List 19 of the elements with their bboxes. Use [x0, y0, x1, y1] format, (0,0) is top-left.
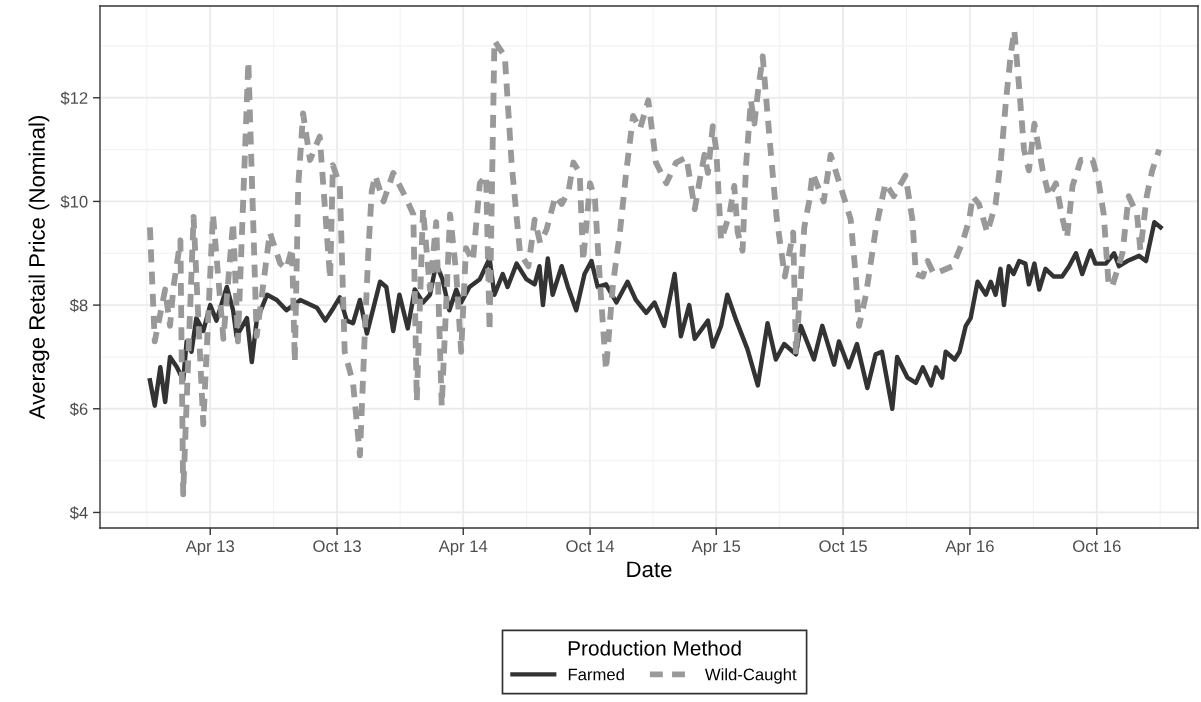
- y-tick-label: $4: [69, 506, 88, 520]
- legend-label: Farmed: [568, 668, 624, 681]
- y-tick-label: $6: [69, 402, 88, 416]
- x-tick-label: Apr 16: [945, 540, 994, 556]
- x-tick-label: Apr 15: [691, 540, 741, 556]
- y-axis-title: Average Retail Price (Nominal): [28, 116, 50, 420]
- legend-label: Wild-Caught: [704, 668, 797, 684]
- y-tick-label: $10: [60, 195, 88, 209]
- x-tick-label: Oct 14: [566, 540, 615, 553]
- x-tick-label: Oct 13: [313, 540, 361, 553]
- y-tick-label: $12: [60, 91, 88, 105]
- x-tick-label: Apr 14: [438, 540, 488, 556]
- x-tick-label: Apr 13: [185, 540, 235, 556]
- line-series: [147, 219, 1163, 411]
- x-tick-label: Oct 16: [1073, 540, 1121, 553]
- y-tick-label: $8: [69, 298, 88, 313]
- x-axis-title: Date: [627, 561, 672, 578]
- x-tick-label: Oct 15: [819, 540, 867, 553]
- legend-title: Production Method: [568, 640, 741, 656]
